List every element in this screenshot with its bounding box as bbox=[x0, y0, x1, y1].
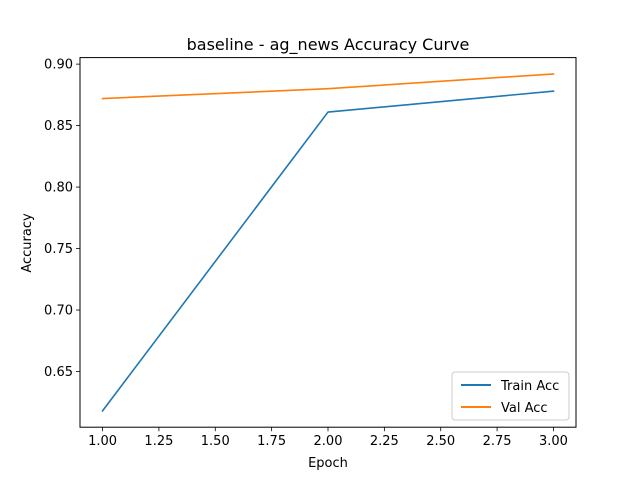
series-line-val bbox=[101, 73, 555, 100]
series-layer bbox=[101, 73, 555, 412]
y-axis-label: Accuracy bbox=[20, 213, 35, 273]
plot-area: 1.00 1.25 1.50 1.75 2.00 2.25 2.50 2.75 3.00 0.6… bbox=[44, 57, 577, 449]
y-tick-label: 0.65 bbox=[44, 365, 73, 380]
y-tick-label: 0.90 bbox=[44, 58, 73, 73]
x-tick-label: 1.25 bbox=[144, 434, 173, 449]
x-axis-ticks: 1.00 1.25 1.50 1.75 2.00 2.25 2.50 2.75 3.00 bbox=[88, 427, 568, 449]
legend-label-val: Val Acc bbox=[501, 401, 548, 416]
y-axis-ticks: 0.65 0.70 0.75 0.80 0.85 0.90 bbox=[44, 58, 80, 380]
y-tick-label: 0.80 bbox=[44, 181, 73, 196]
legend: Train Acc Val Acc bbox=[451, 371, 570, 421]
x-tick-label: 2.50 bbox=[426, 434, 455, 449]
x-tick-label: 1.00 bbox=[88, 434, 117, 449]
plot-frame bbox=[79, 57, 577, 428]
chart-title: baseline - ag_news Accuracy Curve bbox=[187, 35, 470, 55]
series-line-train bbox=[101, 90, 555, 412]
x-tick-label: 1.50 bbox=[201, 434, 230, 449]
x-tick-label: 2.25 bbox=[370, 434, 399, 449]
x-tick-label: 2.00 bbox=[314, 434, 343, 449]
y-tick-label: 0.85 bbox=[44, 119, 73, 134]
legend-label-train: Train Acc bbox=[500, 379, 559, 394]
x-tick-label: 2.75 bbox=[483, 434, 512, 449]
x-tick-label: 1.75 bbox=[257, 434, 286, 449]
x-axis-label: Epoch bbox=[308, 456, 348, 471]
x-tick-label: 3.00 bbox=[539, 434, 568, 449]
y-tick-label: 0.75 bbox=[44, 242, 73, 257]
y-tick-label: 0.70 bbox=[44, 304, 73, 319]
